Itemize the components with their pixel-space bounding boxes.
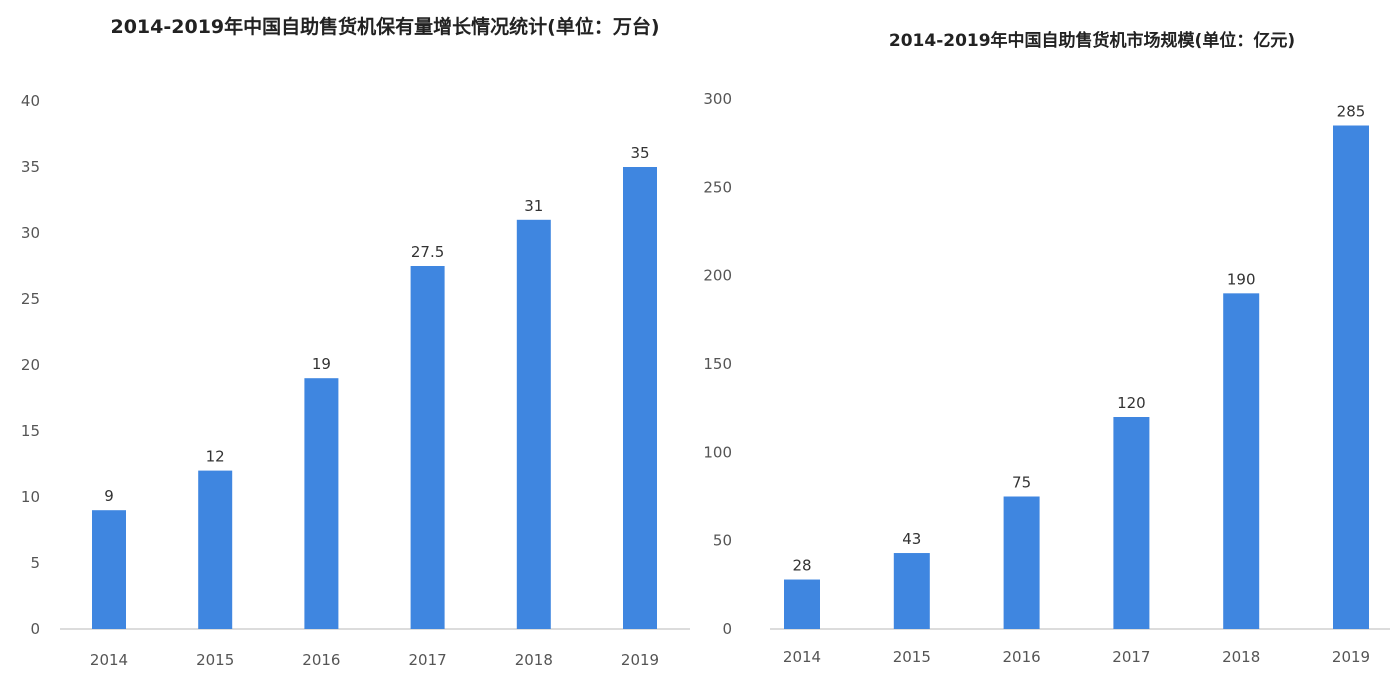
y-tick-label: 5 [30, 554, 40, 572]
bar-2019 [1333, 125, 1369, 629]
x-tick-label: 2017 [409, 651, 447, 669]
data-label: 31 [524, 197, 543, 215]
bar-2014 [92, 510, 126, 629]
x-tick-label: 2019 [621, 651, 659, 669]
y-tick-label: 40 [21, 92, 40, 110]
bar-2016 [304, 378, 339, 629]
data-label: 12 [206, 448, 225, 466]
x-tick-label: 2014 [90, 651, 128, 669]
y-tick-label: 50 [713, 532, 732, 550]
y-tick-label: 150 [703, 355, 732, 373]
bar-2018 [1223, 293, 1260, 629]
bar-2015 [198, 470, 233, 629]
y-tick-label: 0 [722, 620, 732, 638]
y-tick-label: 300 [703, 90, 732, 108]
bar-2017 [1113, 417, 1150, 629]
chart-title-left: 2014-2019年中国自助售货机保有量增长情况统计(单位：万台) [110, 15, 659, 38]
y-tick-label: 30 [21, 224, 40, 242]
x-tick-label: 2015 [893, 648, 931, 666]
y-tick-label: 15 [21, 422, 40, 440]
data-label: 28 [792, 557, 811, 575]
data-label: 35 [630, 144, 649, 162]
data-label: 120 [1117, 394, 1146, 412]
y-tick-label: 35 [21, 158, 40, 176]
data-label: 43 [902, 530, 921, 548]
x-tick-label: 2017 [1112, 648, 1150, 666]
y-tick-label: 250 [703, 178, 732, 196]
data-label: 27.5 [411, 243, 444, 261]
bar-2017 [410, 266, 445, 629]
x-tick-label: 2018 [515, 651, 553, 669]
x-tick-label: 2014 [783, 648, 821, 666]
left-chart: 0 5 10 15 20 25 30 35 40 9 2014 12 2015 19 2016 27.5 201… [21, 92, 690, 669]
y-tick-label: 25 [21, 290, 40, 308]
x-tick-label: 2018 [1222, 648, 1260, 666]
data-label: 9 [104, 487, 114, 505]
y-tick-label: 10 [21, 488, 40, 506]
y-tick-label: 100 [703, 443, 732, 461]
chart-title-right: 2014-2019年中国自助售货机市场规模(单位：亿元) [889, 30, 1295, 51]
bar-2016 [1003, 496, 1040, 629]
right-chart: 0 50 100 150 200 250 300 28 2014 43 2015 75 2016 120 2… [703, 90, 1390, 666]
data-label: 75 [1012, 474, 1031, 492]
y-tick-label: 200 [703, 267, 732, 285]
data-label: 19 [312, 355, 331, 373]
bar-2014 [784, 579, 820, 629]
data-label: 285 [1337, 103, 1366, 121]
data-label: 190 [1227, 270, 1256, 288]
x-tick-label: 2015 [196, 651, 234, 669]
x-tick-label: 2019 [1332, 648, 1370, 666]
y-tick-label: 0 [30, 620, 40, 638]
y-tick-label: 20 [21, 356, 40, 374]
bar-2018 [516, 219, 551, 630]
bar-2015 [893, 553, 930, 629]
bar-2019 [623, 167, 657, 629]
x-tick-label: 2016 [302, 651, 340, 669]
x-tick-label: 2016 [1003, 648, 1041, 666]
